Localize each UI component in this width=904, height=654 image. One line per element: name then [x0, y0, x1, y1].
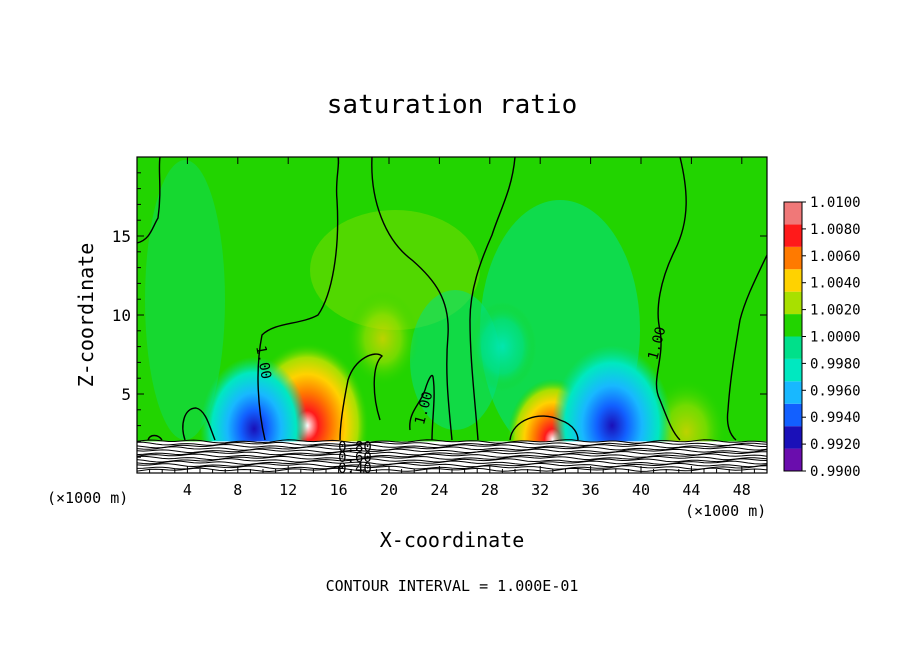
y-axis-label: Z-coordinate	[74, 243, 98, 388]
colorbar-swatch-7	[784, 314, 802, 337]
x-tick-label-7: 28	[481, 481, 499, 499]
colorbar-label-11: 0.9900	[810, 464, 861, 480]
x-tick-label-8: 32	[531, 481, 549, 499]
colorbar-swatch-1	[784, 448, 802, 471]
y-tick-label-3: 15	[112, 227, 131, 246]
colorbar-label-7: 0.9980	[810, 356, 861, 372]
colorbar-swatch-8	[784, 291, 802, 315]
colorbar-label-5: 1.0020	[810, 303, 861, 319]
y-tick-label-2: 10	[112, 306, 131, 325]
surface-contour-3	[137, 443, 767, 449]
colorbar-swatch-11	[784, 224, 802, 247]
contour-line-7	[509, 415, 579, 441]
contour-line-9	[726, 254, 767, 441]
colorbar-swatch-5	[784, 358, 802, 382]
colorbar-swatch-4	[784, 381, 802, 404]
surface-contour-2	[137, 441, 767, 447]
contour-label-1: 1.00	[252, 344, 274, 380]
colorbar-swatch-10	[784, 246, 802, 270]
colorbar-swatch-9	[784, 269, 802, 292]
x-tick-label-9: 36	[582, 481, 600, 499]
colorbar-label-10: 0.9920	[810, 437, 861, 453]
x-unit-left: (×1000 m)	[47, 489, 128, 507]
contour-line-8	[655, 157, 687, 441]
x-tick-label-3: 12	[279, 481, 297, 499]
surface-contour-12	[137, 465, 767, 470]
x-tick-label-6: 24	[430, 481, 448, 499]
contour-line-2	[257, 157, 340, 441]
surface-contour-10	[137, 460, 767, 465]
x-tick-label-5: 20	[380, 481, 398, 499]
low-level-contours	[137, 439, 767, 473]
colorbar-label-9: 0.9940	[810, 410, 861, 426]
colorbar: 1.0100 1.0080 1.0060 1.0040 1.0020 1.0000 0.99…	[783, 195, 861, 480]
y-tick-label-1: 5	[121, 385, 131, 404]
x-tick-label-10: 40	[632, 481, 650, 499]
surface-contour-1	[137, 439, 767, 444]
contour-line-6	[469, 157, 516, 441]
colorbar-swatch-12	[784, 202, 802, 225]
contour-lines	[137, 157, 767, 441]
colorbar-label-6: 1.0000	[810, 330, 861, 346]
contour-label-6: 0.40	[338, 461, 372, 477]
surface-contour-8	[137, 455, 767, 461]
shade-plume-1	[145, 160, 225, 440]
contour-line-3	[371, 157, 453, 441]
surface-contour-6	[137, 450, 767, 456]
contour-label-5: 0.60	[338, 450, 372, 466]
colorbar-label-4: 1.0040	[810, 276, 861, 292]
cool-anomaly-5	[200, 356, 309, 473]
colorbar-swatch-3	[784, 403, 802, 427]
surface-contour-7	[137, 453, 767, 458]
colorbar-label-8: 0.9960	[810, 383, 861, 399]
contour-line-10	[182, 407, 216, 441]
contour-line-11	[147, 434, 163, 441]
colorbar-label-2: 1.0080	[810, 222, 861, 238]
contour-line-4	[339, 353, 384, 441]
surface-contour-4	[137, 446, 767, 451]
warm-anomaly-2	[346, 291, 419, 386]
contour-line-5	[409, 374, 435, 441]
colorbar-swatch-2	[784, 426, 802, 449]
surface-contour-11	[137, 462, 767, 468]
x-tick-label-2: 8	[233, 481, 242, 499]
surface-contour-5	[137, 448, 767, 454]
cool-anomaly-7	[468, 302, 537, 392]
colorbar-label-1: 1.0100	[810, 195, 861, 211]
chart-title: saturation ratio	[327, 90, 577, 120]
contour-line-1	[137, 157, 161, 244]
x-tick-label-11: 44	[682, 481, 700, 499]
x-axis-label: X-coordinate	[380, 528, 525, 552]
x-unit-right: (×1000 m)	[685, 502, 766, 520]
x-tick-label-4: 16	[330, 481, 348, 499]
x-tick-label-12: 48	[733, 481, 751, 499]
x-tick-label-1: 4	[183, 481, 192, 499]
contour-interval-footer: CONTOUR INTERVAL = 1.000E-01	[326, 577, 579, 595]
contour-label-4: 0.80	[338, 440, 372, 456]
colorbar-label-3: 1.0060	[810, 249, 861, 265]
colorbar-swatch-6	[784, 336, 802, 359]
